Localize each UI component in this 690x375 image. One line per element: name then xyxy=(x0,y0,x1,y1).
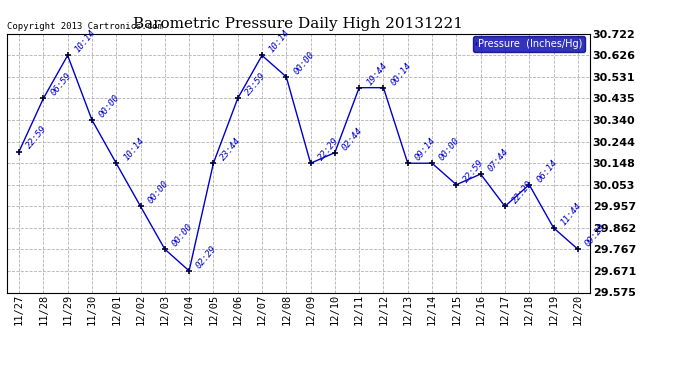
Text: 09:14: 09:14 xyxy=(413,136,437,162)
Text: 11:44: 11:44 xyxy=(559,201,583,227)
Text: 09:29: 09:29 xyxy=(583,222,607,248)
Text: 00:00: 00:00 xyxy=(437,136,462,162)
Text: 02:29: 02:29 xyxy=(195,244,219,270)
Text: 19:44: 19:44 xyxy=(365,60,389,87)
Text: 06:59: 06:59 xyxy=(49,71,73,98)
Text: 00:00: 00:00 xyxy=(170,222,195,248)
Text: 02:44: 02:44 xyxy=(340,126,364,152)
Text: 23:44: 23:44 xyxy=(219,136,243,162)
Text: 10:14: 10:14 xyxy=(268,28,292,55)
Text: Copyright 2013 Cartronics.com: Copyright 2013 Cartronics.com xyxy=(7,22,163,31)
Text: 22:59: 22:59 xyxy=(25,124,49,151)
Text: 00:00: 00:00 xyxy=(146,179,170,206)
Text: 00:14: 00:14 xyxy=(389,60,413,87)
Text: 00:00: 00:00 xyxy=(292,50,316,76)
Text: 07:44: 07:44 xyxy=(486,147,511,173)
Text: 22:29: 22:29 xyxy=(511,179,535,206)
Text: 06:14: 06:14 xyxy=(535,158,559,184)
Text: 10:14: 10:14 xyxy=(73,28,97,55)
Text: 10:14: 10:14 xyxy=(121,136,146,162)
Title: Barometric Pressure Daily High 20131221: Barometric Pressure Daily High 20131221 xyxy=(133,17,464,31)
Text: 23:59: 23:59 xyxy=(244,71,268,98)
Text: 22:29: 22:29 xyxy=(316,136,340,162)
Text: 00:00: 00:00 xyxy=(97,93,121,119)
Text: 22:59: 22:59 xyxy=(462,158,486,184)
Legend: Pressure  (Inches/Hg): Pressure (Inches/Hg) xyxy=(473,36,585,52)
